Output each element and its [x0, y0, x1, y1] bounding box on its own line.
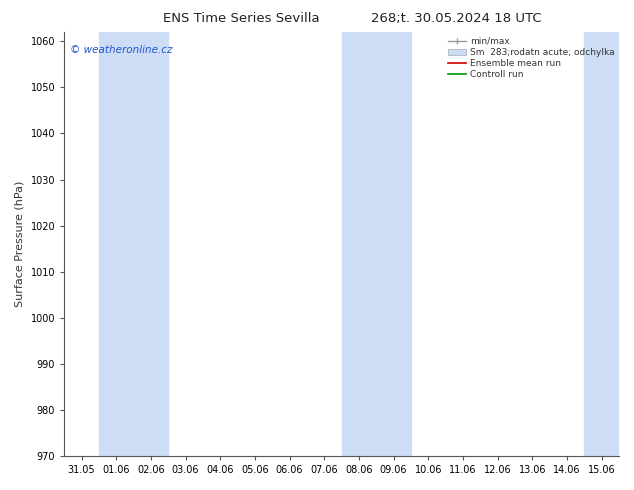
Bar: [585, 32, 619, 456]
Bar: [342, 32, 411, 456]
Text: ENS Time Series Sevilla: ENS Time Series Sevilla: [162, 12, 320, 25]
Y-axis label: Surface Pressure (hPa): Surface Pressure (hPa): [15, 181, 25, 307]
Text: © weatheronline.cz: © weatheronline.cz: [70, 45, 172, 55]
Text: 268;t. 30.05.2024 18 UTC: 268;t. 30.05.2024 18 UTC: [371, 12, 542, 25]
Legend: min/max, Sm  283;rodatn acute; odchylka, Ensemble mean run, Controll run: min/max, Sm 283;rodatn acute; odchylka, …: [446, 35, 616, 81]
Bar: [99, 32, 168, 456]
